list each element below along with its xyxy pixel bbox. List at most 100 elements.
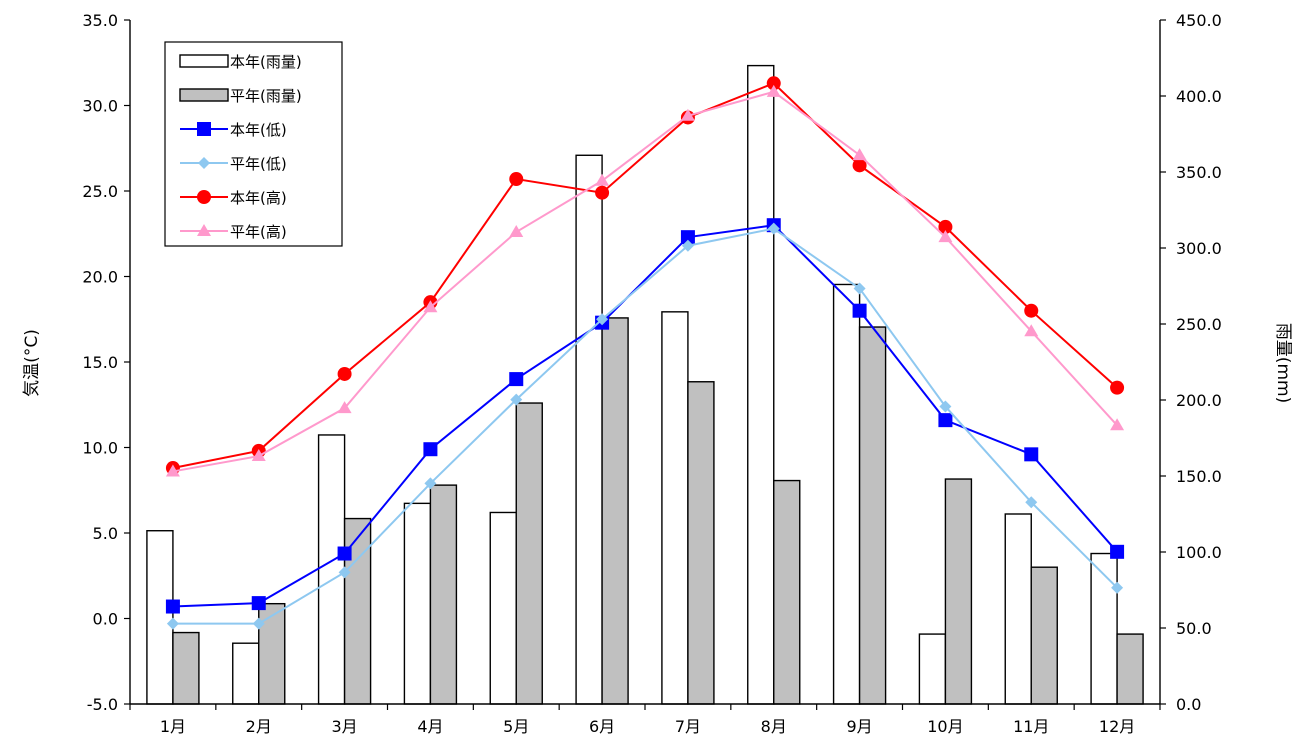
series-point-0 [423, 442, 438, 457]
x-tick-label: 5月 [503, 717, 529, 736]
y-right-tick-label: 0.0 [1176, 695, 1201, 714]
series-point-3 [595, 173, 610, 186]
x-tick-label: 12月 [1099, 717, 1135, 736]
y-left-tick-label: 15.0 [82, 353, 118, 372]
bar-current-rain [747, 64, 775, 705]
series-point-1 [424, 477, 437, 490]
bar-normal-rain [858, 326, 887, 705]
bar-normal-rain [258, 602, 286, 705]
y-right-tick-label: 450.0 [1176, 11, 1222, 30]
x-tick-label: 11月 [1013, 717, 1049, 736]
y-right-tick-label: 400.0 [1176, 87, 1222, 106]
bar-normal-rain [429, 484, 458, 705]
series-point-2 [1024, 303, 1039, 318]
y-right-tick-label: 200.0 [1176, 391, 1222, 410]
legend-swatch-marker [197, 122, 211, 136]
bar-normal-rain [601, 317, 629, 705]
bar-current-rain [232, 642, 260, 705]
y-right-tick-label: 250.0 [1176, 315, 1222, 334]
series-point-2 [766, 76, 781, 91]
bar-current-rain [489, 511, 517, 705]
bar-current-rain [1004, 513, 1032, 705]
series-line-2 [172, 82, 1118, 470]
series-point-2 [337, 366, 352, 381]
x-tick-label: 6月 [589, 717, 615, 736]
series-point-1 [1111, 581, 1124, 594]
y-left-tick-label: 20.0 [82, 268, 118, 287]
series-point-0 [165, 599, 180, 614]
bar-current-rain [832, 283, 861, 705]
series-point-2 [1110, 380, 1125, 395]
series-point-3 [1110, 418, 1125, 431]
x-tick-label: 7月 [675, 717, 701, 736]
series-point-1 [596, 313, 609, 326]
series-point-3 [766, 84, 781, 97]
y-left-tick-label: 35.0 [82, 11, 118, 30]
series-point-3 [165, 464, 180, 477]
series-point-1 [767, 222, 780, 235]
bar-current-rain [918, 633, 947, 705]
series-point-3 [251, 449, 266, 462]
x-tick-label: 4月 [417, 717, 443, 736]
series-point-3 [423, 300, 438, 313]
y-left-tick-label: 25.0 [82, 182, 118, 201]
bar-current-rain [661, 311, 689, 705]
legend-label: 平年(雨量) [230, 87, 302, 105]
bar-normal-rain [773, 479, 801, 705]
legend-swatch [179, 54, 229, 68]
legend: 本年(雨量) 平年(雨量) 本年(低) 平年(低) 本年(高) 平年(高) [164, 41, 343, 247]
x-tick-label: 1月 [160, 717, 186, 736]
series-point-0 [1110, 544, 1125, 559]
bar-normal-rain [944, 478, 973, 705]
legend-label: 本年(高) [230, 189, 287, 207]
series-point-3 [1024, 324, 1039, 337]
series-line-1 [172, 227, 1118, 625]
bar-normal-rain [1116, 633, 1144, 705]
series-point-2 [595, 185, 610, 200]
series-point-1 [510, 393, 523, 406]
axes-layer [124, 19, 1166, 710]
series-point-3 [938, 230, 953, 243]
legend-label: 本年(雨量) [230, 53, 302, 71]
bar-normal-rain [172, 631, 200, 705]
series-point-1 [681, 239, 694, 252]
y-axis-left-title: 気温(°C) [22, 329, 42, 397]
series-point-1 [166, 617, 179, 630]
y-left-tick-label: 5.0 [93, 524, 118, 543]
series-point-1 [252, 617, 265, 630]
series-point-2 [509, 172, 524, 187]
bar-current-rain [575, 154, 603, 705]
series-point-0 [680, 230, 695, 245]
legend-label: 本年(低) [230, 121, 287, 139]
y-right-tick-label: 50.0 [1176, 619, 1212, 638]
bar-current-rain [317, 434, 346, 705]
x-tick-label: 3月 [331, 717, 357, 736]
series-point-1 [1025, 496, 1038, 509]
legend-box [164, 41, 343, 247]
series-line-3 [172, 90, 1118, 473]
series-point-0 [852, 303, 867, 318]
bar-normal-rain [687, 381, 715, 705]
bar-current-rain [403, 502, 432, 705]
legend-swatch-marker [197, 224, 211, 236]
y-left-tick-label: 30.0 [82, 97, 118, 116]
series-point-2 [938, 219, 953, 234]
y-left-tick-label: -5.0 [87, 695, 118, 714]
x-tick-label: 9月 [846, 717, 872, 736]
series-point-3 [337, 401, 352, 414]
series-point-3 [852, 148, 867, 161]
y-right-tick-label: 100.0 [1176, 543, 1222, 562]
tick-labels-layer: -5.0 0.0 5.0 10.0 15.0 20.0 25.0 30.0 35.0 0.0 50.… [82, 11, 1221, 736]
bar-normal-rain [1030, 566, 1058, 705]
legend-label: 平年(高) [230, 223, 287, 241]
series-line-0 [172, 224, 1118, 608]
y-right-tick-label: 350.0 [1176, 163, 1222, 182]
y-left-tick-label: 10.0 [82, 439, 118, 458]
bar-normal-rain [515, 402, 543, 705]
series-point-1 [853, 282, 866, 295]
y-right-tick-label: 150.0 [1176, 467, 1222, 486]
series-point-0 [337, 546, 352, 561]
y-left-tick-label: 0.0 [93, 610, 118, 629]
series-point-0 [509, 372, 524, 387]
